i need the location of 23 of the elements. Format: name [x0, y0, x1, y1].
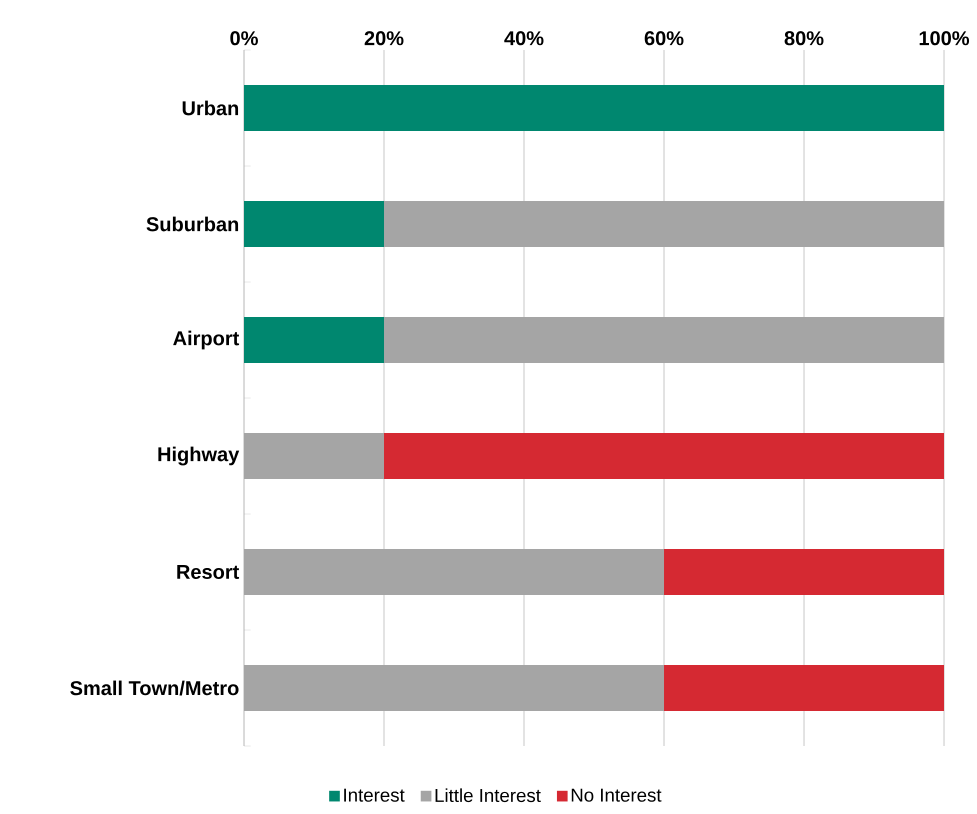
y-tick-label: Resort — [177, 565, 240, 579]
bar — [244, 317, 384, 364]
x-tick-label: 40% — [504, 31, 544, 46]
bar — [664, 549, 944, 596]
bar — [384, 317, 944, 364]
bar — [384, 433, 944, 480]
y-tick-label: Small Town/Metro — [70, 680, 239, 696]
y-tick-label: Suburban — [146, 216, 238, 232]
x-tick-label: 80% — [784, 31, 824, 46]
x-tick-label: 100% — [920, 31, 970, 46]
bar — [664, 665, 944, 712]
x-tick-label: 20% — [364, 31, 404, 46]
y-tick-label: Highway — [158, 446, 240, 466]
x-tick-label: 60% — [644, 31, 684, 46]
bar — [244, 85, 944, 132]
bar — [384, 201, 944, 248]
legend-label: Interest — [344, 788, 405, 802]
legend-label: Little Interest — [436, 788, 541, 802]
bar — [244, 201, 384, 248]
y-tick-label: Airport — [173, 330, 240, 350]
x-tick-label: 0% — [230, 31, 258, 46]
legend-label: No Interest — [572, 788, 662, 802]
y-tick-label: Urban — [182, 100, 238, 116]
